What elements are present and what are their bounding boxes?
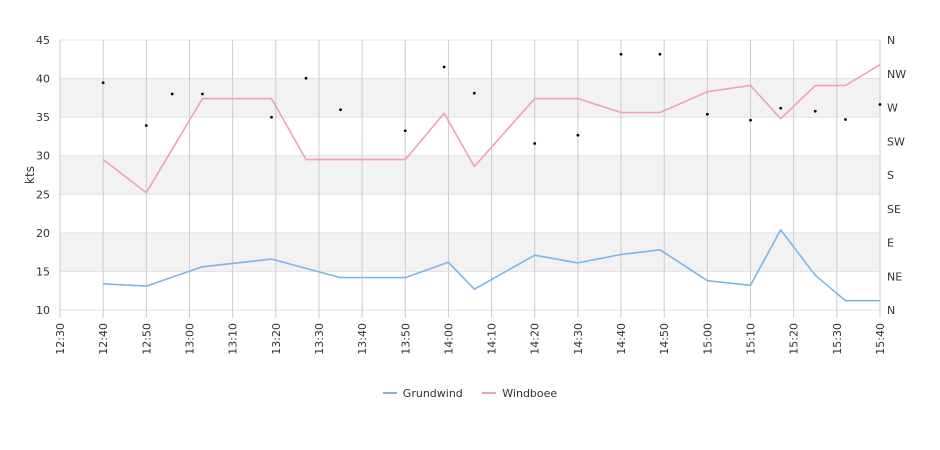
x-tick-label: 13:30 <box>313 323 326 355</box>
direction-point <box>705 112 709 116</box>
direction-point <box>442 65 446 69</box>
y-tick-label: 10 <box>36 304 50 317</box>
x-tick-label: 14:40 <box>615 323 628 355</box>
x-tick-label: 15:20 <box>788 323 801 355</box>
direction-tick-label: NE <box>887 270 902 283</box>
x-tick-label: 14:10 <box>486 323 499 355</box>
direction-tick-label: N <box>887 34 895 47</box>
direction-point <box>339 108 342 112</box>
legend-item-windboee[interactable]: Windboee <box>482 387 557 400</box>
direction-point <box>658 52 662 56</box>
x-tick-label: 13:00 <box>183 323 196 355</box>
direction-tick-label: SW <box>887 135 905 148</box>
direction-point <box>144 124 148 127</box>
direction-point <box>201 92 204 96</box>
plot-band <box>60 78 880 118</box>
y-tick-label: 35 <box>36 111 50 124</box>
x-tick-label: 15:00 <box>701 323 714 355</box>
x-tick-label: 13:20 <box>270 323 283 355</box>
y-tick-label: 20 <box>36 227 50 240</box>
x-tick-label: 13:50 <box>399 323 412 355</box>
legend-swatch-grundwind <box>382 392 397 394</box>
direction-tick-label: NW <box>887 68 906 81</box>
x-tick-label: 15:40 <box>874 323 887 355</box>
legend-label-windboee: Windboee <box>502 386 558 400</box>
legend-swatch-windboee <box>482 392 497 394</box>
direction-point <box>101 81 105 85</box>
direction-point <box>619 52 623 56</box>
x-tick-label: 15:10 <box>745 323 758 355</box>
direction-tick-label: N <box>887 304 895 317</box>
x-tick-label: 12:30 <box>54 323 67 355</box>
direction-tick-label: W <box>887 102 898 115</box>
x-tick-label: 14:50 <box>658 323 671 355</box>
direction-point <box>170 92 174 96</box>
plot-band <box>60 155 880 195</box>
plot-bands <box>60 78 880 272</box>
direction-point <box>749 118 752 122</box>
x-tick-label: 14:20 <box>529 323 542 355</box>
direction-tick-label: SE <box>887 203 901 216</box>
x-tick-label: 14:30 <box>572 323 585 355</box>
y-tick-label: 45 <box>36 34 50 47</box>
direction-point <box>304 76 308 80</box>
x-tick-label: 13:10 <box>227 323 240 355</box>
x-tick-label: 14:00 <box>442 323 455 355</box>
vertical-gridlines <box>59 40 881 318</box>
legend-label-grundwind: Grundwind <box>402 386 463 400</box>
direction-point <box>878 103 882 106</box>
direction-point <box>403 129 407 133</box>
wind-chart: 10 15 20 25 30 35 40 45 N NE E SE S SW W NW N 12:30 12:4… <box>23 34 906 355</box>
direction-point <box>472 91 476 95</box>
direction-point <box>533 142 537 145</box>
legend-item-grundwind[interactable]: Grundwind <box>382 386 463 400</box>
y-tick-label: 40 <box>36 73 50 86</box>
y-tick-label: 30 <box>36 150 50 163</box>
y-axis-tick-labels: 10 15 20 25 30 35 40 45 <box>36 34 50 317</box>
direction-tick-label: E <box>887 237 894 250</box>
plot-band <box>60 232 880 272</box>
x-tick-label: 12:40 <box>97 323 110 355</box>
series-line-grundwind <box>103 229 880 302</box>
series-lines <box>102 64 881 302</box>
y-tick-label: 15 <box>36 265 50 278</box>
x-axis-tick-labels: 12:30 12:40 12:50 13:00 13:10 13:20 13:30 13:40… <box>54 323 887 355</box>
x-tick-label: 15:30 <box>831 323 844 355</box>
direction-point <box>779 106 783 110</box>
y-tick-label: 25 <box>36 188 50 201</box>
x-tick-label: 13:40 <box>356 323 369 355</box>
direction-point <box>270 115 273 119</box>
direction-point <box>844 118 847 121</box>
direction-point <box>813 109 817 113</box>
direction-points <box>101 52 882 145</box>
horizontal-gridlines <box>60 39 880 311</box>
y-axis-title: kts <box>23 166 37 184</box>
direction-point <box>576 133 580 137</box>
direction-axis-tick-labels: N NE E SE S SW W NW N <box>887 34 906 317</box>
direction-tick-label: S <box>887 169 894 182</box>
x-tick-label: 12:50 <box>140 323 153 355</box>
legend: Grundwind Windboee <box>0 384 940 400</box>
series-line-windboee <box>102 64 881 194</box>
